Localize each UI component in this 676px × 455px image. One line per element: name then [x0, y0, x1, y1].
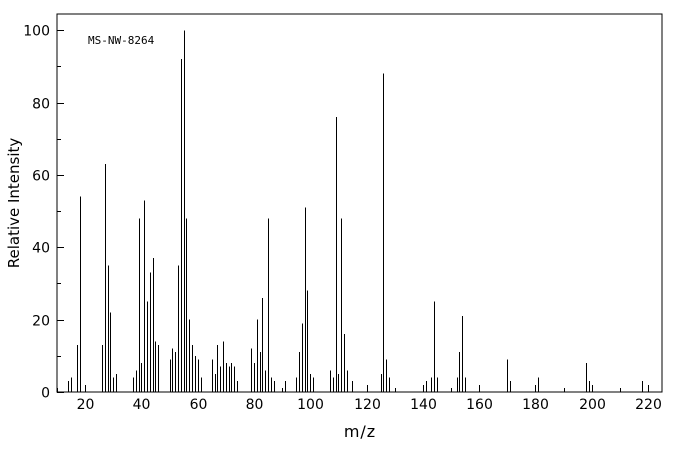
y-tick-label: 0 — [41, 386, 50, 402]
x-tick-label: 20 — [77, 397, 95, 413]
spectrum-id-label: MS-NW-8264 — [88, 34, 155, 47]
x-tick-label: 180 — [522, 397, 549, 413]
y-tick-label: 100 — [23, 24, 50, 40]
x-tick-label: 40 — [133, 397, 151, 413]
x-tick-label: 160 — [466, 397, 493, 413]
x-tick-label: 120 — [354, 397, 381, 413]
x-tick-label: 200 — [579, 397, 606, 413]
plot-frame — [56, 13, 663, 393]
x-tick-label: 140 — [410, 397, 437, 413]
x-axis-label: m/z — [343, 422, 377, 441]
x-tick-label: 60 — [190, 397, 208, 413]
y-tick-label: 60 — [32, 169, 50, 185]
x-tick-label: 100 — [297, 397, 324, 413]
x-tick-label: 80 — [246, 397, 264, 413]
y-tick-label: 80 — [32, 97, 50, 113]
y-tick-label: 20 — [32, 314, 50, 330]
y-axis-label: Relative Intensity — [5, 137, 23, 269]
y-tick-label: 40 — [32, 241, 50, 257]
x-tick-label: 220 — [635, 397, 662, 413]
